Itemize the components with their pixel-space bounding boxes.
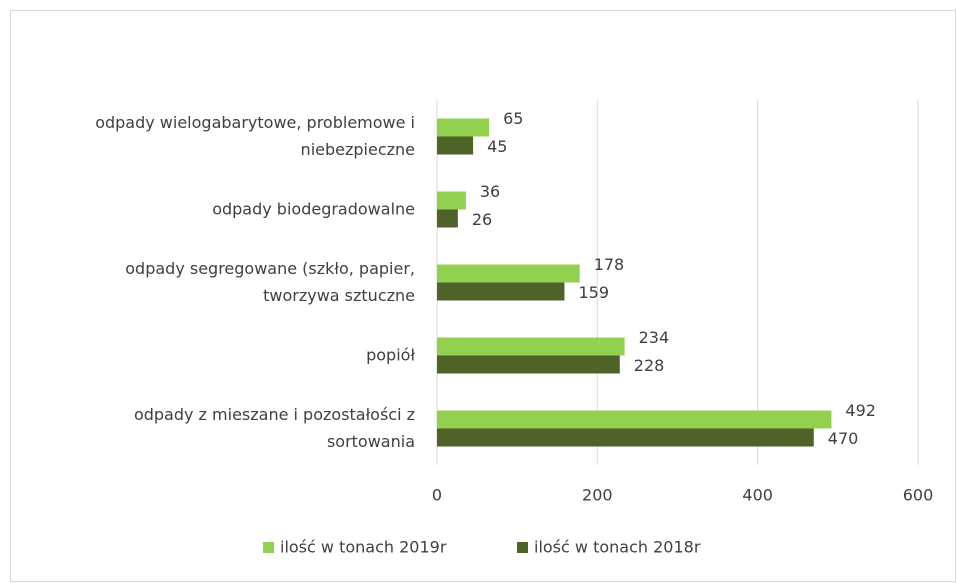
bar [437,428,814,447]
bar [437,337,625,356]
value-label: 26 [472,210,492,229]
legend-swatch [517,542,528,553]
y-tick-label: odpady z mieszane i pozostałości z sortow… [134,405,415,451]
bar [437,191,466,210]
y-tick-label: odpady biodegradowalne [212,199,415,218]
x-tick-label: 0 [432,486,442,505]
legend-swatch [263,542,274,553]
x-tick-label: 400 [742,486,773,505]
x-tick-label: 600 [903,486,934,505]
bar [437,209,458,228]
value-label: 470 [828,429,859,448]
bar [437,264,580,283]
legend-label: ilość w tonach 2019r [280,538,447,557]
legend-label: ilość w tonach 2018r [534,538,701,557]
value-label: 36 [480,182,500,201]
bar [437,355,620,374]
bar [437,136,474,155]
bar [437,282,565,301]
y-tick-label: odpady wielogabarytowe, problemowe i nieb… [95,113,415,159]
bar [437,410,832,429]
x-tick-label: 200 [582,486,613,505]
value-label: 65 [503,109,523,128]
value-label: 45 [487,137,507,156]
value-label: 492 [845,401,876,420]
bar [437,118,490,137]
value-label: 178 [594,255,625,274]
value-label: 159 [578,283,609,302]
value-label: 234 [639,328,670,347]
y-tick-label: popiół [366,345,415,364]
value-label: 228 [634,356,665,375]
y-tick-label: odpady segregowane (szkło, papier, tworzy… [125,259,415,305]
